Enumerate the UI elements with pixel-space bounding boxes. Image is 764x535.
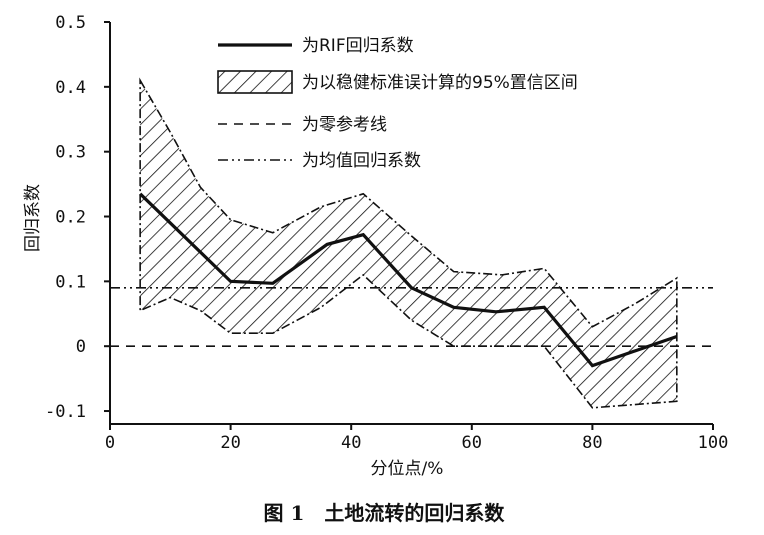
confidence-band <box>139 77 678 409</box>
y-tick-label: 0.5 <box>55 13 86 33</box>
x-axis-label: 分位点/% <box>371 459 444 479</box>
legend-entry-ci: 为以稳健标准误计算的95%置信区间 <box>302 73 578 93</box>
y-tick-label: 0.3 <box>55 143 86 163</box>
x-tick-label: 40 <box>341 433 361 453</box>
axes: 0 20 40 60 80 100 -0.1 0 0.1 0.2 0.3 0.4 0.5 <box>45 13 728 453</box>
legend-hatch-swatch <box>217 70 293 94</box>
y-tick-label: 0 <box>76 337 86 357</box>
y-ticks: -0.1 0 0.1 0.2 0.3 0.4 0.5 <box>45 13 110 422</box>
x-tick-label: 80 <box>582 433 602 453</box>
x-tick-label: 100 <box>698 433 729 453</box>
rif-coefficient-line <box>139 192 678 368</box>
y-tick-label: 0.4 <box>55 78 86 98</box>
y-tick-label: 0.1 <box>55 272 86 292</box>
legend-entry-mean: 为均值回归系数 <box>302 151 421 171</box>
y-axis-label: 回归系数 <box>23 184 43 252</box>
x-ticks: 0 20 40 60 80 100 <box>105 424 728 453</box>
y-tick-label: -0.1 <box>45 402 86 422</box>
x-tick-label: 60 <box>462 433 482 453</box>
figure-caption: 图 1 土地流转的回归系数 <box>264 501 506 525</box>
x-tick-label: 0 <box>105 433 115 453</box>
y-tick-label: 0.2 <box>55 208 86 228</box>
plot-area <box>110 77 713 409</box>
legend: 为RIF回归系数 为以稳健标准误计算的95%置信区间 为零参考线 为均值回归系数 <box>217 36 578 171</box>
legend-entry-rif: 为RIF回归系数 <box>302 36 414 56</box>
legend-entry-zero: 为零参考线 <box>302 115 387 135</box>
x-tick-label: 20 <box>220 433 240 453</box>
